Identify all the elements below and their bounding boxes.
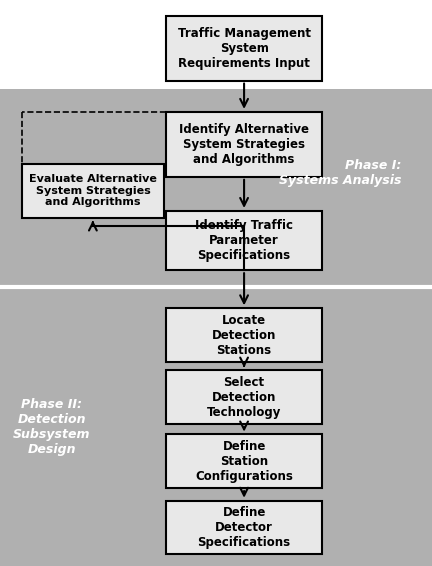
Text: Select
Detection
Technology: Select Detection Technology bbox=[207, 376, 281, 419]
Bar bbox=[0, 0, 432, 284]
Text: Locate
Detection
Stations: Locate Detection Stations bbox=[212, 314, 276, 357]
Text: Identify Alternative
System Strategies
and Algorithms: Identify Alternative System Strategies a… bbox=[179, 123, 309, 166]
FancyBboxPatch shape bbox=[166, 500, 322, 555]
Text: Define
Detector
Specifications: Define Detector Specifications bbox=[197, 506, 291, 549]
FancyBboxPatch shape bbox=[166, 15, 322, 80]
Text: Phase II:
Detection
Subsystem
Design: Phase II: Detection Subsystem Design bbox=[13, 398, 91, 456]
FancyBboxPatch shape bbox=[22, 164, 164, 217]
Bar bbox=[0, 287, 432, 566]
FancyBboxPatch shape bbox=[166, 370, 322, 424]
Text: Define
Station
Configurations: Define Station Configurations bbox=[195, 440, 293, 483]
Text: Identify Traffic
Parameter
Specifications: Identify Traffic Parameter Specification… bbox=[195, 219, 293, 262]
Text: Evaluate Alternative
System Strategies
and Algorithms: Evaluate Alternative System Strategies a… bbox=[29, 174, 157, 207]
Text: Phase I:
Systems Analysis: Phase I: Systems Analysis bbox=[279, 158, 402, 187]
Bar bbox=[0, 0, 432, 284]
FancyBboxPatch shape bbox=[166, 112, 322, 177]
FancyBboxPatch shape bbox=[166, 211, 322, 271]
FancyBboxPatch shape bbox=[166, 308, 322, 362]
Bar bbox=[0, 0, 432, 89]
FancyBboxPatch shape bbox=[166, 435, 322, 488]
Bar bbox=[0, 89, 432, 287]
Text: Traffic Management
System
Requirements Input: Traffic Management System Requirements I… bbox=[178, 27, 311, 70]
